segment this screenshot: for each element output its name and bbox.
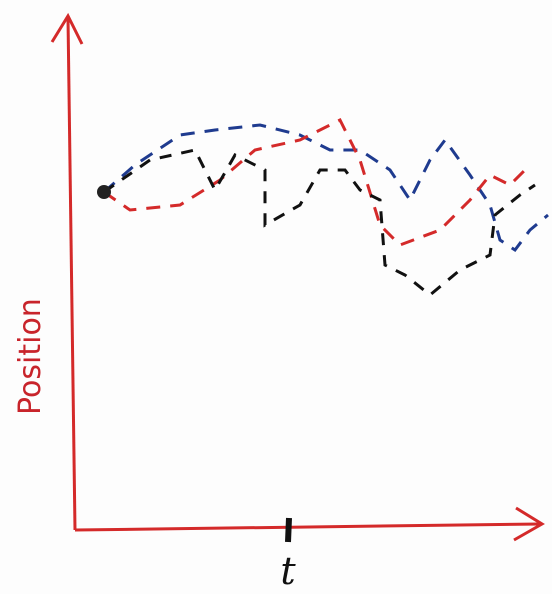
sketch: Position t xyxy=(0,0,552,594)
start-point xyxy=(97,185,111,199)
y-axis-label: Position xyxy=(13,298,48,415)
paper xyxy=(0,0,552,594)
x-axis-label: t xyxy=(280,549,296,593)
x-tick xyxy=(288,518,289,542)
